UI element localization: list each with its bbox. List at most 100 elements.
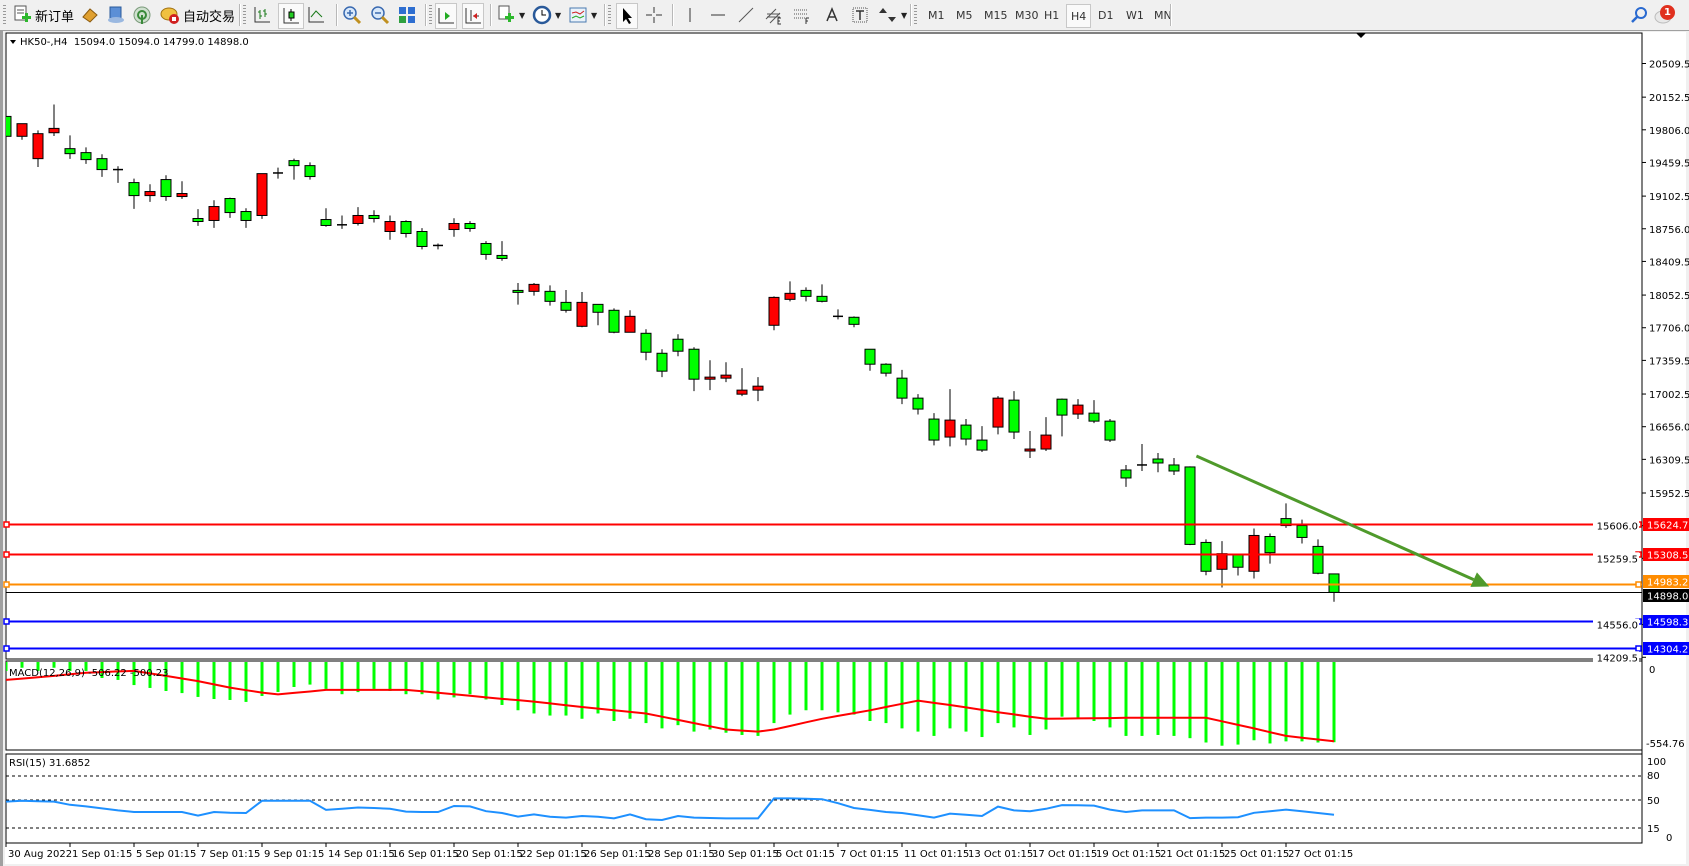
macd-histogram-bar [820,662,824,711]
zoom-out-button[interactable] [370,3,390,27]
trendline-button[interactable] [736,3,756,27]
candle-body [1232,554,1244,568]
auto-trading-icon [160,5,180,25]
signals-button[interactable] [132,3,152,27]
candle [32,130,44,167]
data-window-button[interactable] [106,3,126,27]
macd-histogram-bar [1124,662,1128,736]
candle-body [1008,399,1020,433]
candle-body [896,377,908,399]
macd-histogram-bar [1028,662,1032,735]
candle [273,167,283,179]
chevron-down-icon[interactable]: ▼ [555,10,562,20]
line-chart-button[interactable] [306,3,326,27]
chart-shift-marker-icon[interactable] [1356,33,1366,38]
horizontal-line-button[interactable] [708,3,728,27]
candle-body [384,221,396,233]
periods-button[interactable]: ▼ [532,3,561,27]
chevron-down-icon[interactable]: ▼ [591,10,598,20]
market-watch-button[interactable] [80,3,100,27]
candle-body [1152,458,1164,464]
price-axis-label: 17706.0 [1649,324,1689,335]
candle [896,369,908,405]
candle [352,207,364,226]
crosshair-button[interactable] [644,3,664,27]
timeframe-m15[interactable]: M15 [984,8,1008,22]
timeframe-m1[interactable]: M1 [928,8,945,22]
candle-body [512,289,524,293]
candle-body [1312,545,1324,574]
candle [480,241,492,260]
trend-line[interactable] [1195,454,1475,581]
macd-histogram-bar [452,662,456,698]
price-axis-label: 19806.0 [1649,126,1689,137]
cursor-button[interactable] [616,3,638,29]
timeframe-h4[interactable]: H4 [1066,4,1092,28]
price-axis-label: 20152.5 [1649,93,1689,104]
candle [1200,539,1212,576]
text-label-button[interactable] [850,3,870,27]
macd-histogram-bar [916,662,920,732]
candle-body [656,352,668,372]
time-axis-label: 9 Sep 01:15 [264,849,324,860]
caret-down-icon[interactable] [10,40,16,44]
horizontal-line[interactable] [3,581,1642,588]
price-line-label: 14983.2 [1647,578,1688,589]
horizontal-line-icon [708,5,728,25]
timeframe-mn[interactable]: MN [1154,8,1172,22]
chevron-down-icon[interactable]: ▼ [519,10,526,20]
candle-body [224,198,236,214]
candle-body [1120,469,1132,479]
fibonacci-button[interactable] [792,3,812,27]
templates-button[interactable]: ▼ [568,3,597,27]
price-axis-label: 15606.0 [1597,522,1638,533]
indicators-button[interactable]: ▼ [496,3,525,27]
time-axis-label: 7 Sep 01:15 [200,849,260,860]
timeframe-w1[interactable]: W1 [1126,8,1144,22]
notification-badge[interactable]: 1 [1660,5,1675,20]
time-axis-label: 27 Oct 01:15 [1288,849,1353,860]
macd-histogram-bar [340,662,344,695]
candlestick-button[interactable] [278,3,304,29]
price-line-label: 15624.7 [1647,521,1688,532]
candle-body [624,315,636,333]
autoscroll-button[interactable] [462,3,484,29]
candle-body [864,348,876,365]
timeframe-m30[interactable]: M30 [1015,8,1039,22]
candle-body [848,316,860,325]
text-button[interactable] [822,3,842,27]
candle [592,303,604,326]
price-axis-label: 18756.0 [1649,225,1689,236]
tile-windows-button[interactable] [397,3,417,27]
macd-histogram-bar [52,662,56,668]
candle [1312,539,1324,575]
new-order-button[interactable]: 新订单 [12,3,74,27]
macd-histogram-bar [612,662,616,722]
vertical-line-button[interactable] [680,3,700,27]
bar-chart-button[interactable] [252,3,272,27]
macd-histogram-bar [1268,662,1272,744]
chevron-down-icon[interactable]: ▼ [901,10,908,20]
toolbar-grip[interactable] [3,5,6,25]
timeframe-d1[interactable]: D1 [1098,8,1114,22]
macd-histogram-bar [484,662,488,700]
zoom-in-button[interactable] [342,3,362,27]
equidistant-channel-button[interactable] [764,3,784,27]
line-handle [3,521,10,528]
macd-histogram-bar [436,662,440,700]
macd-histogram-bar [996,662,1000,724]
macd-histogram-bar [1108,662,1112,728]
candle-body [672,338,684,352]
timeframe-m5[interactable]: M5 [956,8,973,22]
candle [784,281,796,302]
chart-shift-button[interactable] [435,3,457,29]
auto-trading-button[interactable]: 自动交易 [160,3,235,27]
search-button[interactable] [1630,3,1648,27]
cursor-icon [617,6,637,26]
horizontal-line[interactable] [3,645,1642,652]
macd-histogram-bar [708,662,712,730]
arrows-button[interactable]: ▼ [878,3,907,27]
timeframe-h1[interactable]: H1 [1044,8,1060,22]
candle-body [240,211,252,221]
